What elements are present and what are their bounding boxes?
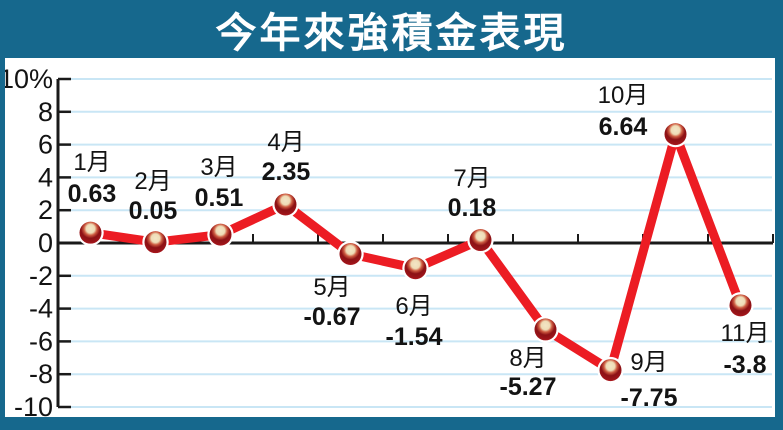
y-axis-label: -2 [29, 261, 53, 291]
month-label-5: 5月 [313, 274, 350, 301]
data-point-9 [599, 359, 622, 382]
plot-area: 10% 8 6 4 2 0 -2 -4 -6 -8 -10 1月 0.63 2月 0.05 3月 0.51 4月 2… [5, 58, 775, 417]
month-label-11: 11月 [721, 320, 770, 347]
month-label-6: 6月 [395, 293, 432, 320]
data-point-4 [274, 193, 297, 216]
value-label-11: -3.8 [723, 351, 766, 379]
value-label-3: 0.51 [195, 184, 244, 212]
value-label-1: 0.63 [68, 180, 117, 208]
y-axis-label: 0 [38, 228, 53, 258]
y-axis-label: -8 [29, 359, 53, 389]
month-label-1: 1月 [73, 149, 110, 176]
value-label-9: -7.75 [621, 384, 678, 412]
value-label-5: -0.67 [304, 303, 361, 331]
month-label-7: 7月 [453, 165, 490, 192]
data-point-8 [534, 318, 557, 341]
data-point-7 [469, 229, 492, 252]
y-axis-label: 8 [38, 97, 53, 127]
data-point-1 [79, 221, 102, 244]
y-axis-label: 6 [38, 130, 53, 160]
y-axis-label: -10 [14, 392, 53, 417]
value-label-8: -5.27 [500, 373, 557, 401]
month-label-10: 10月 [598, 82, 649, 109]
data-point-2 [144, 231, 167, 254]
data-point-3 [209, 223, 232, 246]
month-label-8: 8月 [509, 345, 546, 372]
month-label-9: 9月 [630, 349, 667, 376]
value-label-10: 6.64 [599, 113, 648, 141]
y-axis-label: 10% [5, 64, 53, 94]
y-axis-label: -4 [29, 294, 53, 324]
data-point-5 [339, 242, 362, 265]
y-axis-label: -6 [29, 326, 53, 356]
y-axis-label: 4 [38, 162, 53, 192]
value-label-7: 0.18 [448, 194, 497, 222]
month-label-4: 4月 [267, 129, 304, 156]
value-label-6: -1.54 [386, 323, 443, 351]
value-label-4: 2.35 [262, 158, 311, 186]
y-axis-label: 2 [38, 195, 53, 225]
data-point-11 [729, 294, 752, 317]
month-label-3: 3月 [200, 154, 237, 181]
data-point-6 [404, 257, 427, 280]
value-label-2: 0.05 [129, 197, 178, 225]
data-point-10 [664, 123, 687, 146]
month-label-2: 2月 [134, 168, 171, 195]
chart-title: 今年來強積金表現 [215, 10, 568, 56]
